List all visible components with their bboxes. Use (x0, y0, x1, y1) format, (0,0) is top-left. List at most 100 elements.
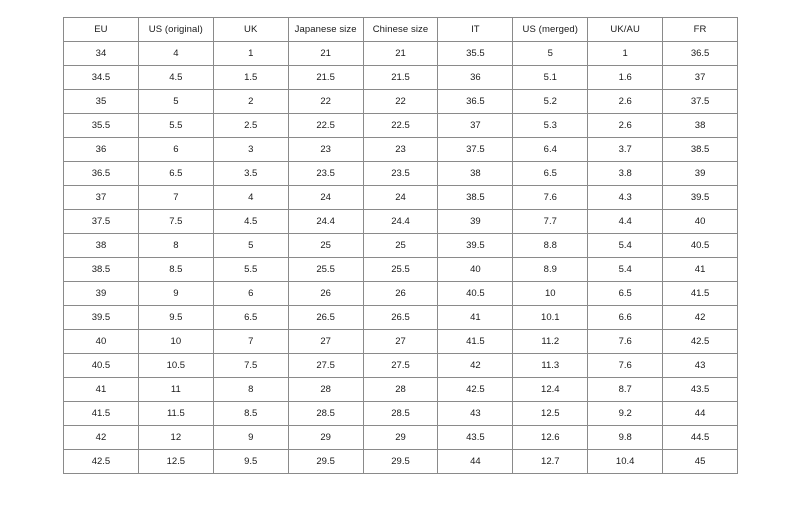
table-cell: 7 (212, 329, 289, 354)
table-cell: 21 (362, 41, 439, 66)
table-cell: 29 (287, 425, 364, 450)
table-cell: 9.5 (137, 305, 214, 330)
table-header-row: EU US (original) UK Japanese size Chinese si… (63, 17, 739, 42)
table-cell: 9 (137, 281, 214, 306)
table-cell: 11 (137, 377, 214, 402)
table-cell: 28.5 (362, 401, 439, 426)
table-cell: 8.5 (137, 257, 214, 282)
table-cell: 6.6 (587, 305, 664, 330)
table-cell: 12.6 (512, 425, 589, 450)
table-cell: 11.3 (512, 353, 589, 378)
column-header-it: IT (437, 17, 514, 42)
table-cell: 40 (63, 329, 139, 354)
table-row: 38 8 5 25 25 39.5 8.8 5.4 40.5 (63, 233, 739, 258)
table-cell: 10.5 (137, 353, 214, 378)
column-header-eu: EU (63, 17, 139, 42)
size-conversion-table: EU US (original) UK Japanese size Chinese si… (63, 17, 739, 474)
table-cell: 37 (662, 65, 739, 90)
column-header-chinese-size: Chinese size (362, 17, 439, 42)
table-cell: 42 (63, 425, 139, 450)
table-cell: 23 (287, 137, 364, 162)
table-cell: 25 (362, 233, 439, 258)
table-cell: 41.5 (63, 401, 139, 426)
table-cell: 26.5 (362, 305, 439, 330)
table-cell: 36.5 (662, 41, 739, 66)
table-cell: 42.5 (63, 449, 139, 474)
table-cell: 41 (662, 257, 739, 282)
table-cell: 26 (362, 281, 439, 306)
table-cell: 37 (437, 113, 514, 138)
table-cell: 24.4 (362, 209, 439, 234)
table-cell: 12 (137, 425, 214, 450)
table-cell: 4.5 (137, 65, 214, 90)
table-cell: 2.6 (587, 113, 664, 138)
table-cell: 34.5 (63, 65, 139, 90)
table-cell: 21.5 (362, 65, 439, 90)
table-cell: 28.5 (287, 401, 364, 426)
table-cell: 38.5 (63, 257, 139, 282)
table-cell: 9.2 (587, 401, 664, 426)
table-cell: 41 (437, 305, 514, 330)
table-cell: 25.5 (287, 257, 364, 282)
table-cell: 38 (437, 161, 514, 186)
table-cell: 6.5 (512, 161, 589, 186)
table-cell: 12.5 (512, 401, 589, 426)
table-row: 39 9 6 26 26 40.5 10 6.5 41.5 (63, 281, 739, 306)
column-header-us-original: US (original) (137, 17, 214, 42)
table-cell: 36 (437, 65, 514, 90)
table-cell: 39 (437, 209, 514, 234)
table-cell: 42.5 (437, 377, 514, 402)
table-cell: 3.7 (587, 137, 664, 162)
table-cell: 10 (137, 329, 214, 354)
table-cell: 34 (63, 41, 139, 66)
table-cell: 2.6 (587, 89, 664, 114)
table-cell: 10 (512, 281, 589, 306)
table-cell: 7.5 (212, 353, 289, 378)
table-row: 37.5 7.5 4.5 24.4 24.4 39 7.7 4.4 40 (63, 209, 739, 234)
table-cell: 3.5 (212, 161, 289, 186)
table-row: 35.5 5.5 2.5 22.5 22.5 37 5.3 2.6 38 (63, 113, 739, 138)
table-cell: 1.5 (212, 65, 289, 90)
table-cell: 4.3 (587, 185, 664, 210)
table-cell: 23 (362, 137, 439, 162)
table-cell: 36.5 (63, 161, 139, 186)
table-cell: 5 (212, 233, 289, 258)
table-row: 42.5 12.5 9.5 29.5 29.5 44 12.7 10.4 45 (63, 449, 739, 474)
table-cell: 43 (662, 353, 739, 378)
table-cell: 42 (662, 305, 739, 330)
column-header-fr: FR (662, 17, 739, 42)
table-cell: 21.5 (287, 65, 364, 90)
column-header-uk-au: UK/AU (587, 17, 664, 42)
table-cell: 21 (287, 41, 364, 66)
table-cell: 35.5 (63, 113, 139, 138)
table-cell: 5.5 (212, 257, 289, 282)
table-cell: 5 (137, 89, 214, 114)
table-cell: 22.5 (362, 113, 439, 138)
table-cell: 7.6 (587, 329, 664, 354)
table-cell: 43.5 (662, 377, 739, 402)
table-cell: 7.6 (512, 185, 589, 210)
table-cell: 41 (63, 377, 139, 402)
table-cell: 11.5 (137, 401, 214, 426)
table-cell: 40 (662, 209, 739, 234)
table-cell: 6.5 (137, 161, 214, 186)
table-row: 34 4 1 21 21 35.5 5 1 36.5 (63, 41, 739, 66)
table-cell: 5.1 (512, 65, 589, 90)
table-cell: 28 (362, 377, 439, 402)
table-cell: 25 (287, 233, 364, 258)
table-cell: 5.2 (512, 89, 589, 114)
table-cell: 44 (662, 401, 739, 426)
table-cell: 5.3 (512, 113, 589, 138)
table-cell: 6 (137, 137, 214, 162)
table-cell: 40.5 (437, 281, 514, 306)
table-cell: 8 (137, 233, 214, 258)
table-cell: 12.4 (512, 377, 589, 402)
table-cell: 27.5 (362, 353, 439, 378)
table-cell: 10.4 (587, 449, 664, 474)
table-row: 40.5 10.5 7.5 27.5 27.5 42 11.3 7.6 43 (63, 353, 739, 378)
table-cell: 45 (662, 449, 739, 474)
table-cell: 29 (362, 425, 439, 450)
table-cell: 40.5 (662, 233, 739, 258)
table-cell: 2.5 (212, 113, 289, 138)
table-cell: 7.7 (512, 209, 589, 234)
